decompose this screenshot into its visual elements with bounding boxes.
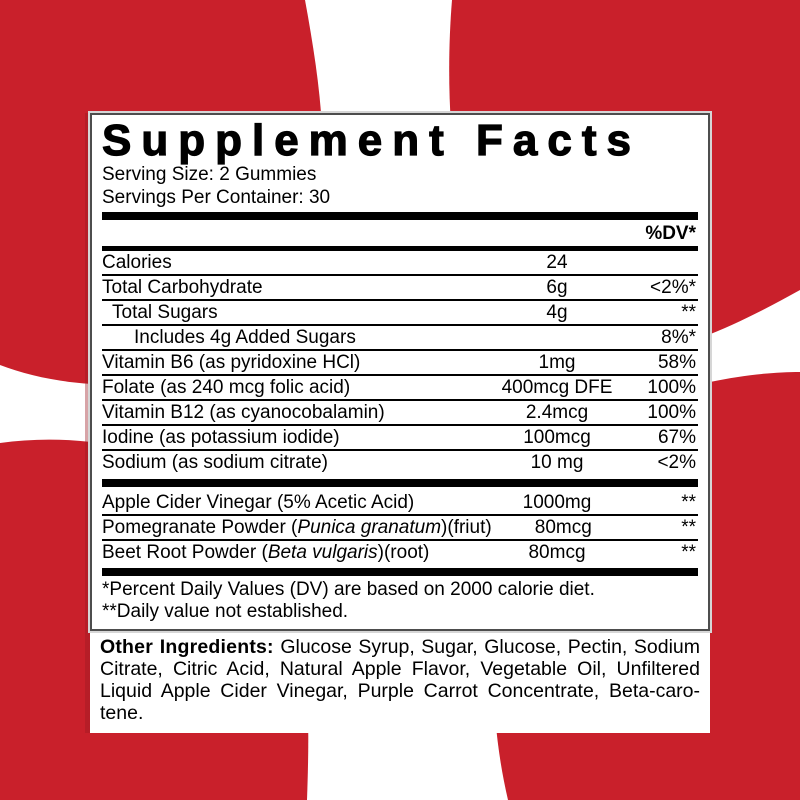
ingredient-latin-name: Beta vulgaris: [267, 542, 378, 563]
ingredient-amount: 4g: [546, 302, 568, 323]
ingredient-dv: 58%: [657, 352, 696, 373]
ingredient-dv: 67%: [657, 427, 696, 448]
supplement-label: Supplement Facts Serving Size: 2 Gummies…: [88, 111, 712, 733]
ingredient-name: Beet Root Powder (Beta vulgaris)(root): [102, 542, 430, 563]
ingredient-row: Iodine (as potassium iodide) 100mcg 67%: [102, 426, 698, 451]
ingredient-name: Total Carbohydrate: [102, 277, 263, 298]
ingredient-amount: 6g: [546, 277, 568, 298]
other-ingredients-line-1: Other Ingredients: Glucose Syrup, Sugar,…: [100, 636, 700, 658]
ingredient-name: Vitamin B12 (as cyanocobalamin): [102, 402, 385, 423]
ingredient-name: Sodium (as sodium citrate): [102, 452, 328, 473]
ingredient-amount: 24: [546, 252, 568, 273]
ingredient-dv: <2%*: [650, 277, 696, 298]
ingredient-dv: **: [681, 517, 696, 538]
other-ingredients-line-4: tene.: [100, 702, 144, 724]
other-ingredients-text: Glucose Syrup, Sugar, Glucose, Pectin, S…: [280, 636, 701, 658]
ingredient-amount: 10 mg: [530, 452, 584, 473]
servings-per-container: Servings Per Container: 30: [102, 187, 331, 208]
ingredient-row: Total Carbohydrate 6g <2%*: [102, 276, 698, 301]
divider-thick-bottom: [102, 568, 698, 576]
nutrient-table: Calories 24 Total Carbohydrate 6g <2%* Total …: [102, 251, 698, 474]
ingredient-name: Vitamin B6 (as pyridoxine HCl): [102, 352, 361, 373]
ingredient-dv: **: [681, 492, 696, 513]
divider-medium: [102, 246, 698, 251]
other-ingredients-label: Other Ingredients:: [100, 636, 274, 658]
serving-size: Serving Size: 2 Gummies: [102, 164, 317, 185]
ingredient-name: Total Sugars: [112, 302, 218, 323]
ingredient-amount: 2.4mcg: [525, 402, 589, 423]
other-ingredients-section: Other Ingredients: Glucose Syrup, Sugar,…: [90, 631, 710, 733]
ingredient-amount: 80mcg: [528, 542, 586, 563]
ingredient-row: Includes 4g Added Sugars 8%*: [102, 326, 698, 351]
ingredient-amount: 100mcg: [523, 427, 591, 448]
ingredient-name: Pomegranate Powder (Punica granatum)(fri…: [102, 517, 492, 538]
other-ingredients-line-3: Liquid Apple Cider Vinegar, Purple Carro…: [100, 680, 700, 702]
ingredient-row: Total Sugars 4g **: [102, 301, 698, 326]
ingredient-name: Calories: [102, 252, 172, 273]
botanical-table: Apple Cider Vinegar (5% Acetic Acid) 1000…: [102, 491, 698, 564]
ingredient-name: Folate (as 240 mcg folic acid): [102, 377, 351, 398]
dv-column-header: %DV*: [645, 223, 696, 244]
ingredient-row: Folate (as 240 mcg folic acid) 400mcg DFE…: [102, 376, 698, 401]
supplement-facts-panel: Supplement Facts Serving Size: 2 Gummies…: [88, 111, 712, 633]
ingredient-latin-name: Punica granatum: [297, 517, 442, 538]
ingredient-row: Pomegranate Powder (Punica granatum)(fri…: [102, 516, 698, 541]
ingredient-row: Beet Root Powder (Beta vulgaris)(root) 80…: [102, 541, 698, 564]
ingredient-dv: **: [681, 302, 696, 323]
ingredient-dv: <2%: [657, 452, 696, 473]
ingredient-row: Vitamin B6 (as pyridoxine HCl) 1mg 58%: [102, 351, 698, 376]
ingredient-row: Sodium (as sodium citrate) 10 mg <2%: [102, 451, 698, 474]
panel-title: Supplement Facts: [101, 116, 641, 165]
footnote-not-established: **Daily value not established.: [102, 601, 349, 622]
divider-thick-top: [102, 212, 698, 220]
ingredient-amount: 80mcg: [534, 517, 592, 538]
ingredient-name: Includes 4g Added Sugars: [134, 327, 356, 348]
ingredient-dv: 100%: [647, 402, 696, 423]
ingredient-name: Iodine (as potassium iodide): [102, 427, 340, 448]
ingredient-dv: 100%: [647, 377, 696, 398]
ingredient-row: Calories 24: [102, 251, 698, 276]
ingredient-amount: 1000mg: [522, 492, 592, 513]
divider-thick-middle: [102, 479, 698, 487]
ingredient-amount: 1mg: [538, 352, 576, 373]
ingredient-amount: 400mcg DFE: [501, 377, 613, 398]
footnote-daily-values: *Percent Daily Values (DV) are based on …: [102, 579, 595, 600]
ingredient-row: Vitamin B12 (as cyanocobalamin) 2.4mcg 100…: [102, 401, 698, 426]
ingredient-row: Apple Cider Vinegar (5% Acetic Acid) 1000…: [102, 491, 698, 516]
ingredient-name: Apple Cider Vinegar (5% Acetic Acid): [102, 492, 415, 513]
ingredient-dv: **: [681, 542, 696, 563]
other-ingredients-line-2: Citrate, Citric Acid, Natural Apple Flav…: [100, 658, 700, 680]
ingredient-dv: 8%*: [661, 327, 696, 348]
